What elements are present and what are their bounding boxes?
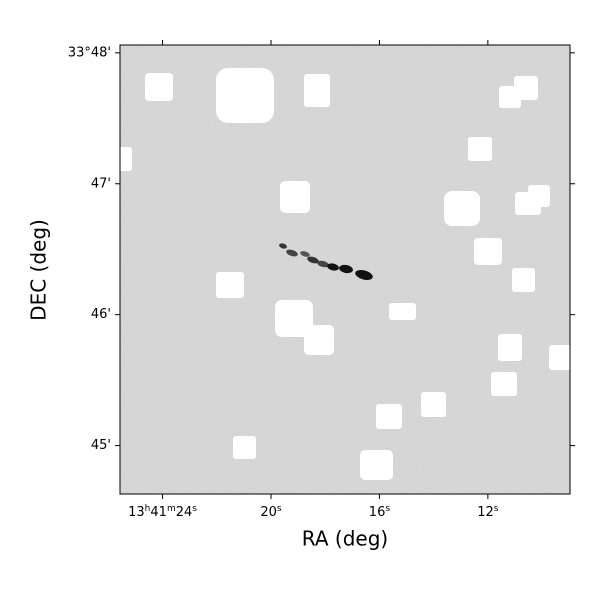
y-tick-label: 45' [91,438,111,453]
y-axis-label: DEC (deg) [27,219,51,321]
x-tick-label: 13h41m24s [128,504,197,520]
y-tick-label: 46' [91,307,111,322]
masked-regions [120,68,570,480]
x-tick-label: 12s [477,504,499,520]
x-axis-label: RA (deg) [302,527,388,551]
plot-frame [119,44,571,495]
y-tick-label: 47' [91,176,111,191]
image [120,45,570,494]
x-tick-label: 16s [369,504,391,520]
galaxy [279,243,373,280]
x-tick-label: 20s [260,504,282,520]
y-tick-label: 33°48' [68,45,111,60]
